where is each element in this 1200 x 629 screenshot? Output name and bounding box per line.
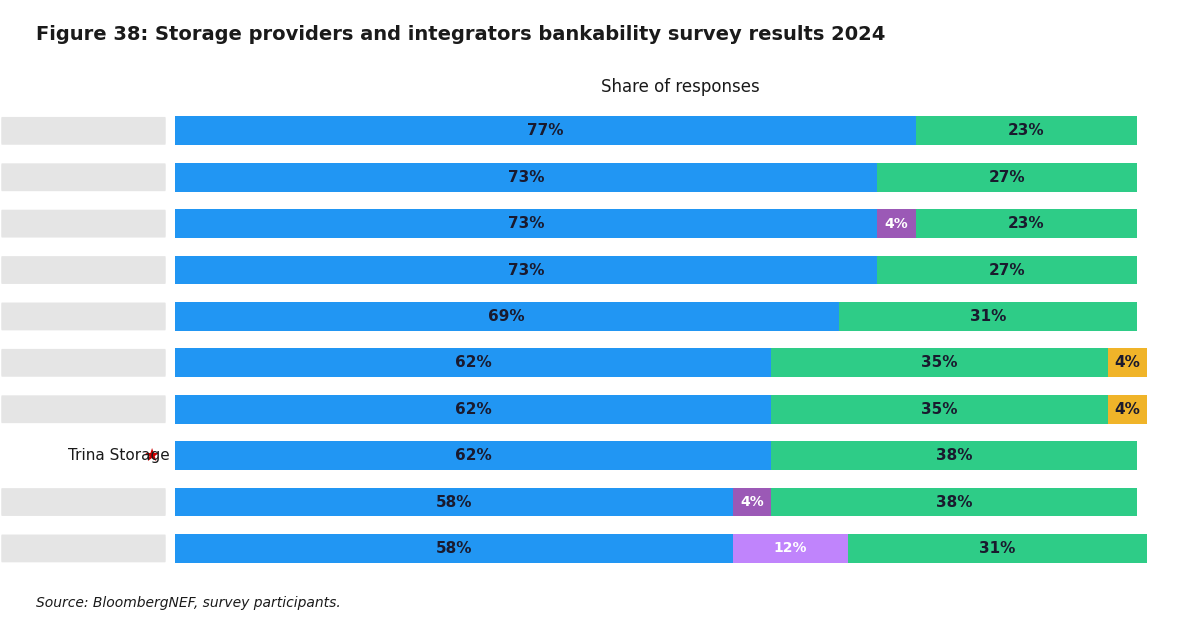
Text: 31%: 31% [979, 541, 1015, 556]
Bar [175, 395, 772, 423]
Bar [772, 395, 1108, 423]
Text: 77%: 77% [527, 123, 564, 138]
Text: 62%: 62% [455, 355, 492, 370]
FancyBboxPatch shape [1, 488, 166, 516]
Text: 58%: 58% [436, 494, 472, 509]
Bar [175, 302, 839, 331]
Text: 38%: 38% [936, 494, 972, 509]
Bar [175, 487, 733, 516]
Bar [848, 534, 1146, 563]
FancyBboxPatch shape [1, 256, 166, 284]
Text: 35%: 35% [922, 402, 958, 417]
Text: 4%: 4% [1115, 355, 1140, 370]
Text: ★: ★ [144, 447, 161, 465]
Text: 4%: 4% [740, 495, 764, 509]
Bar [733, 487, 772, 516]
Bar [877, 163, 1136, 192]
FancyBboxPatch shape [1, 303, 166, 330]
Bar [772, 442, 1136, 470]
Bar [733, 534, 848, 563]
Text: 58%: 58% [436, 541, 472, 556]
Text: 62%: 62% [455, 402, 492, 417]
FancyBboxPatch shape [1, 164, 166, 191]
Text: 38%: 38% [936, 448, 972, 463]
FancyBboxPatch shape [1, 535, 166, 562]
Bar [1108, 348, 1146, 377]
Bar [772, 348, 1108, 377]
Text: Source: BloombergNEF, survey participants.: Source: BloombergNEF, survey participant… [36, 596, 341, 610]
Text: 73%: 73% [508, 170, 545, 185]
FancyBboxPatch shape [1, 349, 166, 377]
Text: 4%: 4% [1115, 402, 1140, 417]
FancyBboxPatch shape [1, 117, 166, 145]
Bar [839, 302, 1136, 331]
Bar [916, 209, 1136, 238]
Bar [175, 163, 877, 192]
Bar [877, 255, 1136, 284]
Text: 12%: 12% [774, 542, 808, 555]
Bar [175, 534, 733, 563]
Bar [772, 487, 1136, 516]
Text: 35%: 35% [922, 355, 958, 370]
Text: 4%: 4% [884, 216, 908, 231]
Bar [916, 116, 1136, 145]
Title: Share of responses: Share of responses [600, 78, 760, 96]
Text: 23%: 23% [1008, 216, 1044, 231]
Text: 27%: 27% [989, 170, 1025, 185]
FancyBboxPatch shape [1, 209, 166, 238]
Bar [175, 442, 772, 470]
Bar [877, 209, 916, 238]
Bar [175, 116, 916, 145]
Bar [175, 255, 877, 284]
FancyBboxPatch shape [1, 395, 166, 423]
Text: 73%: 73% [508, 262, 545, 277]
Text: 31%: 31% [970, 309, 1006, 324]
Text: Figure 38: Storage providers and integrators bankability survey results 2024: Figure 38: Storage providers and integra… [36, 25, 886, 44]
Text: 23%: 23% [1008, 123, 1044, 138]
Bar [175, 209, 877, 238]
Text: 69%: 69% [488, 309, 526, 324]
Bar [175, 348, 772, 377]
Text: Trina Storage: Trina Storage [68, 448, 170, 463]
Text: 27%: 27% [989, 262, 1025, 277]
Text: 62%: 62% [455, 448, 492, 463]
Text: 73%: 73% [508, 216, 545, 231]
Bar [1108, 395, 1146, 423]
